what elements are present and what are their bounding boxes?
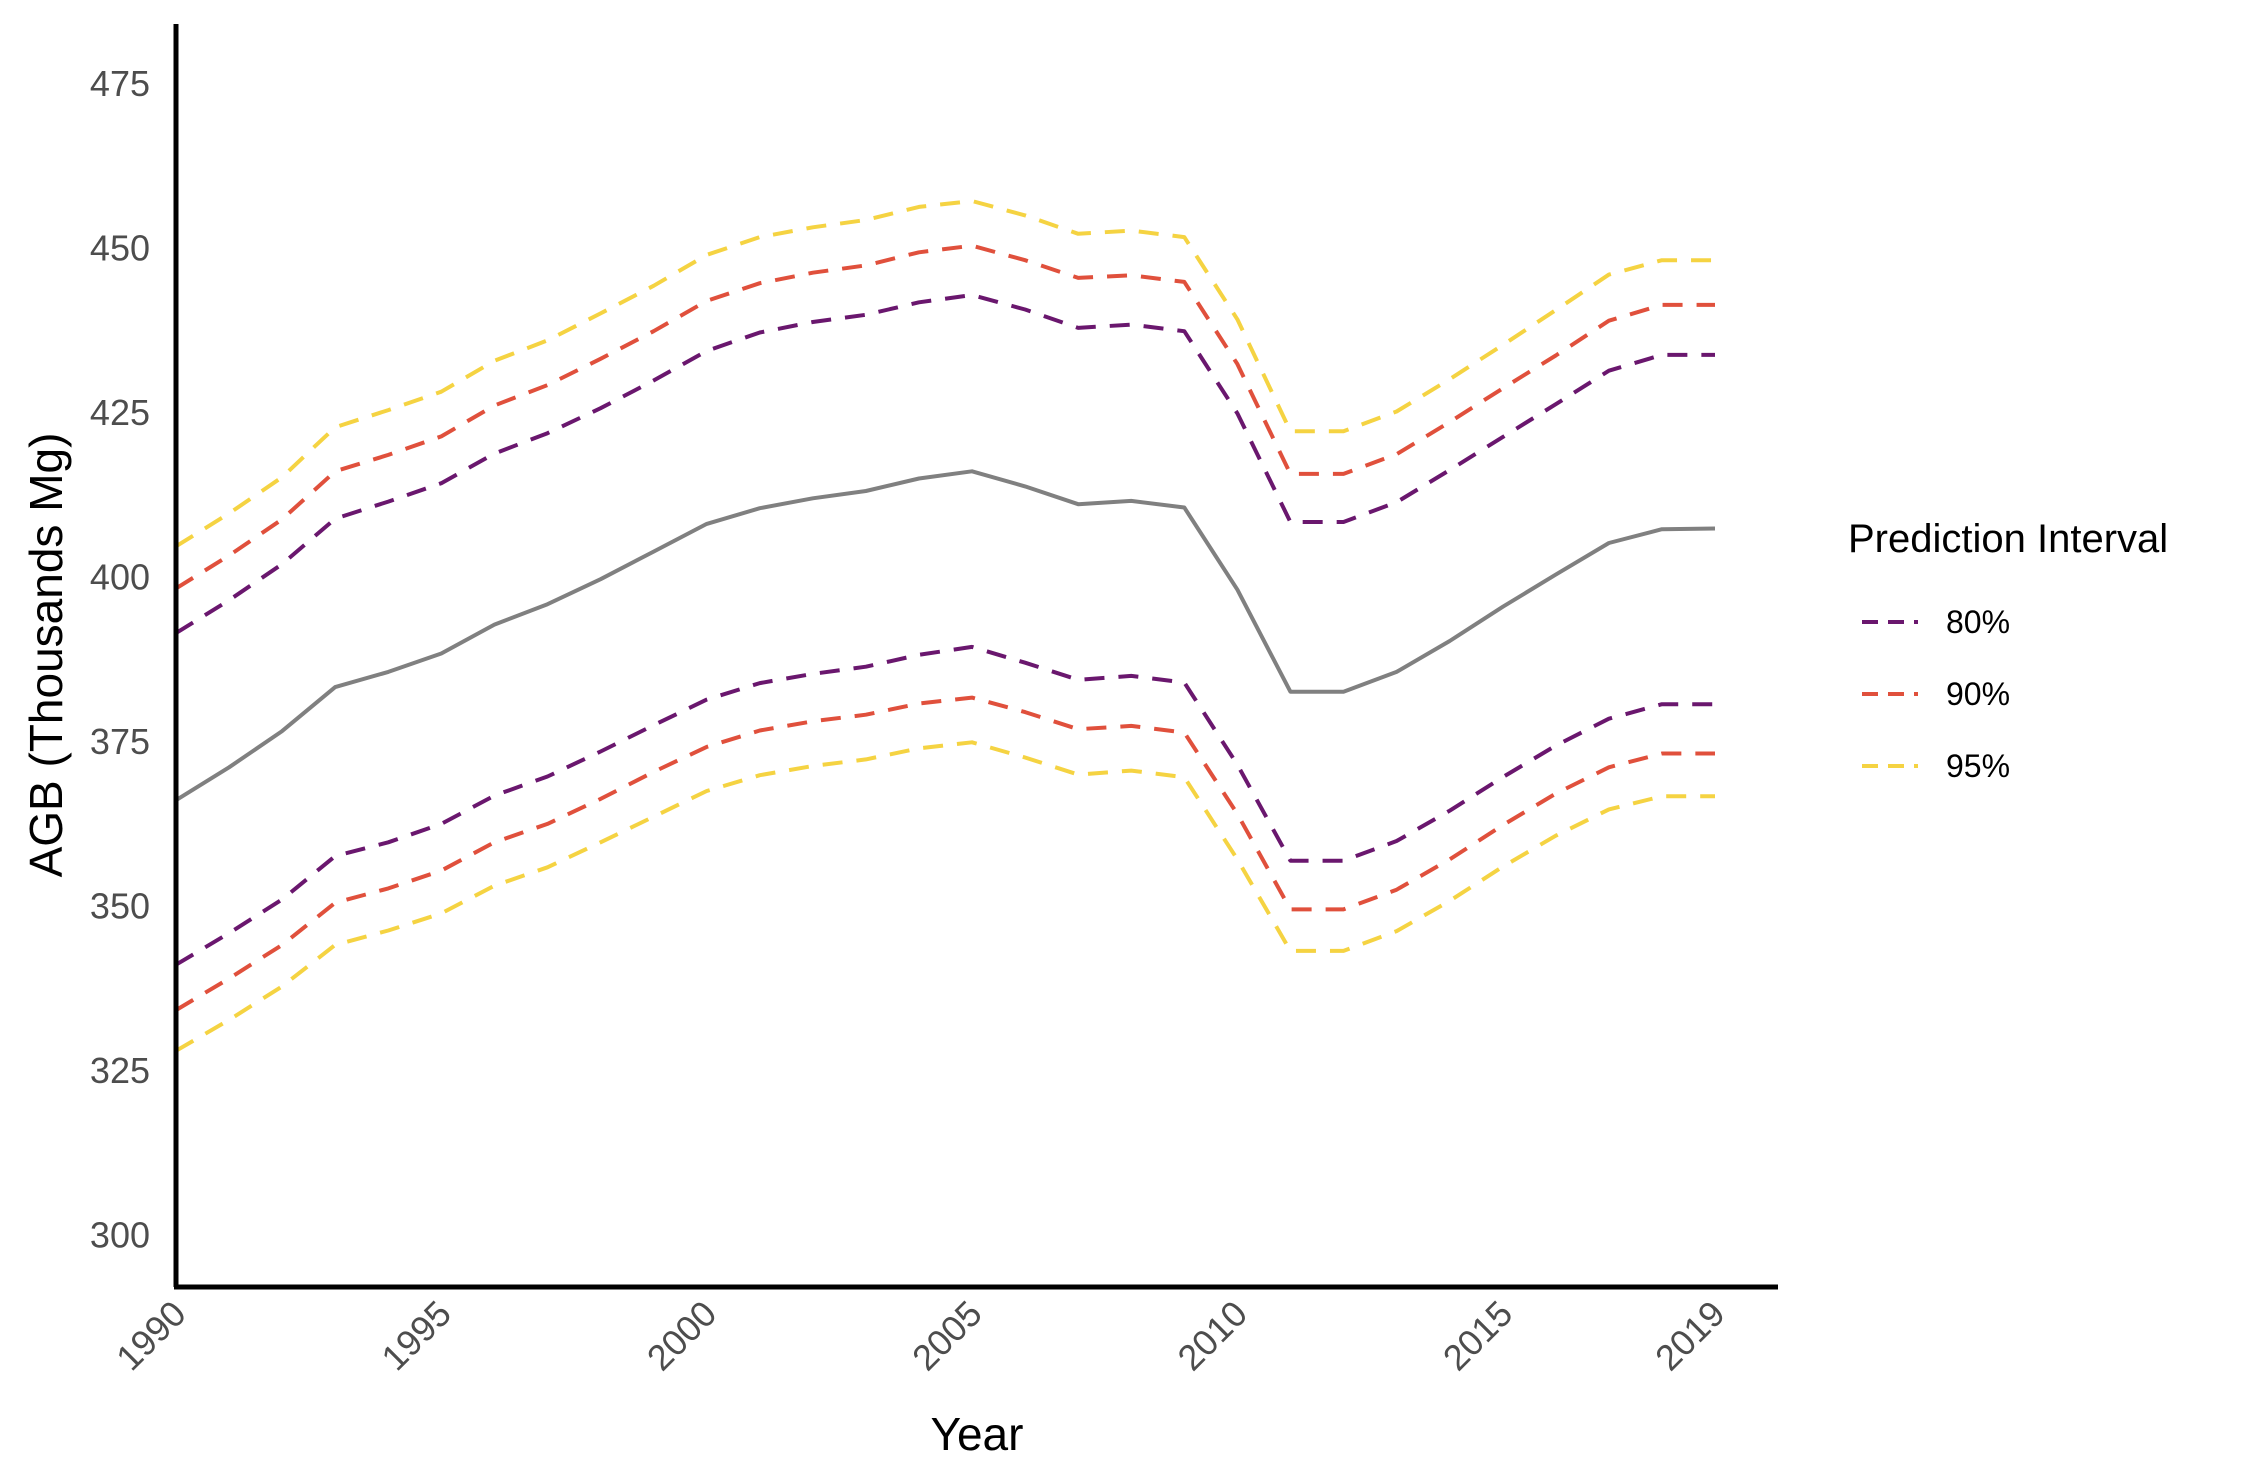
legend-label-80: 80% — [1946, 604, 2010, 640]
axes-layer — [173, 24, 1778, 1290]
x-tick-label: 2000 — [639, 1293, 725, 1379]
y-tick-label: 450 — [90, 228, 150, 269]
x-tick-label: 2019 — [1647, 1293, 1733, 1379]
y-tick-label: 375 — [90, 721, 150, 762]
interval-95-upper-line — [174, 199, 1715, 549]
y-tick-label: 475 — [90, 63, 150, 104]
legend-label-90: 90% — [1946, 676, 2010, 712]
interval-95-lower-line — [174, 740, 1715, 1053]
interval-80-upper-line — [174, 293, 1715, 635]
y-tick-label: 425 — [90, 392, 150, 433]
x-tick-label: 1990 — [108, 1293, 194, 1379]
interval-90-lower-line — [174, 695, 1715, 1012]
y-tick-labels: 300 325 350 375 400 425 450 475 — [90, 63, 150, 1255]
x-tick-label: 2010 — [1169, 1293, 1255, 1379]
interval-90-upper-line — [174, 243, 1715, 591]
legend: Prediction Interval 80% 90% 95% — [1848, 517, 2168, 784]
y-tick-label: 325 — [90, 1050, 150, 1091]
y-tick-label: 400 — [90, 557, 150, 598]
y-tick-label: 350 — [90, 886, 150, 927]
estimate-line — [174, 469, 1716, 802]
legend-title: Prediction Interval — [1848, 517, 2168, 561]
x-tick-label: 2015 — [1435, 1293, 1521, 1379]
legend-label-95: 95% — [1946, 748, 2010, 784]
y-tick-label: 300 — [90, 1214, 150, 1255]
x-axis-title: Year — [931, 1408, 1024, 1460]
x-tick-label: 1995 — [373, 1293, 459, 1379]
y-axis-title: AGB (Thousands Mg) — [20, 433, 72, 878]
legend-items: 80% 90% 95% — [1862, 604, 2010, 784]
x-tick-label: 2005 — [904, 1293, 990, 1379]
interval-80-lower-line — [174, 644, 1715, 967]
series-layer — [174, 199, 1716, 1053]
x-tick-labels: 1990 1995 2000 2005 2010 2015 2019 — [108, 1293, 1733, 1379]
